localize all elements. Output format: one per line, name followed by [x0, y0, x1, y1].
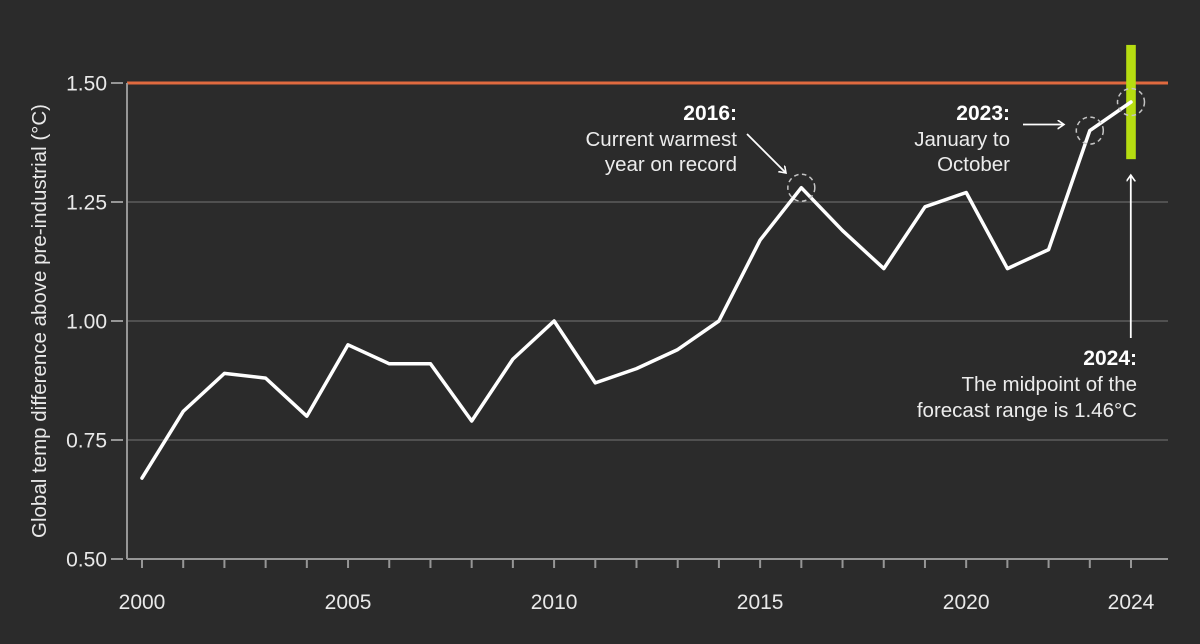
y-tick-label-1.25: 1.25 [66, 192, 107, 215]
annotation-2023-line1: January to [914, 128, 1010, 151]
x-tick-label-2010: 2010 [531, 591, 578, 614]
y-axis-title: Global temp difference above pre-industr… [28, 104, 51, 538]
y-tick-label-1: 1.00 [66, 311, 107, 334]
highlight-circle-2023 [1075, 116, 1105, 145]
arrow-to-2016-point [746, 133, 786, 173]
annotation-2016-line1: Current warmest [585, 128, 737, 151]
annotation-2024: 2024: The midpoint of the forecast range… [917, 175, 1137, 422]
highlight-circle-2024 [1116, 87, 1146, 117]
annotation-2016-line2: year on record [605, 153, 737, 176]
tick-marks [111, 82, 1132, 568]
annotation-2023-year: 2023: [956, 102, 1010, 125]
x-tick-label-2020: 2020 [943, 591, 990, 614]
annotation-2024-line2: forecast range is 1.46°C [917, 399, 1137, 422]
gridlines [127, 201, 1168, 441]
x-tick-label-2000: 2000 [119, 591, 166, 614]
annotation-2016-year: 2016: [683, 102, 737, 125]
temperature-line [140, 100, 1133, 480]
highlight-circles [787, 87, 1146, 202]
annotation-2016: 2016: Current warmest year on record [585, 102, 786, 176]
annotation-2024-year: 2024: [1083, 347, 1137, 370]
y-tick-label-0.5: 0.50 [66, 549, 107, 572]
x-tick-label-2005: 2005 [325, 591, 372, 614]
temp-line-group [140, 100, 1133, 480]
annotation-2024-line1: The midpoint of the [962, 373, 1138, 396]
axes [126, 83, 1168, 560]
highlight-circle-2016 [787, 173, 816, 202]
tick-labels: 1.50 1.25 1.00 0.75 0.50 2000 2005 2010 2015 2020… [66, 73, 1155, 615]
x-tick-label-2024: 2024 [1108, 591, 1155, 614]
annotation-2023: 2023: January to October [914, 102, 1064, 176]
annotation-2023-line2: October [937, 153, 1010, 176]
x-tick-label-2015: 2015 [737, 591, 784, 614]
y-tick-label-1.5: 1.50 [66, 73, 107, 96]
y-tick-label-0.75: 0.75 [66, 430, 107, 453]
